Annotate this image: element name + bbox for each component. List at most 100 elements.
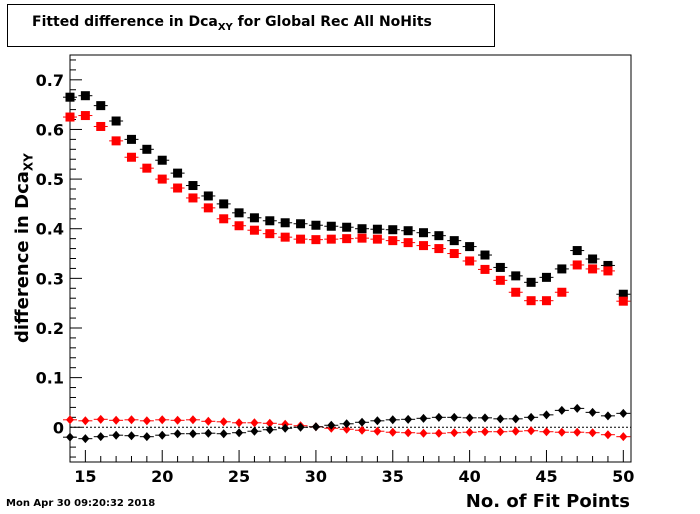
- data-point-diamond: [235, 428, 244, 438]
- data-point-square: [495, 275, 505, 285]
- data-point-square: [618, 296, 628, 306]
- data-point-square: [326, 221, 336, 231]
- data-point-diamond: [373, 416, 382, 426]
- data-point-square: [188, 193, 198, 203]
- data-point-diamond: [127, 415, 136, 425]
- data-point-diamond: [66, 432, 74, 442]
- data-point-diamond: [388, 427, 397, 437]
- data-point-diamond: [588, 407, 597, 417]
- plot-frame: [69, 54, 632, 463]
- data-point-square: [357, 233, 367, 243]
- data-point-square: [219, 214, 229, 224]
- data-point-square: [449, 236, 459, 246]
- data-point-square: [265, 229, 275, 239]
- data-point-square: [434, 231, 444, 241]
- data-point-square: [419, 241, 429, 251]
- data-point-diamond: [557, 427, 566, 437]
- data-point-square: [80, 91, 90, 101]
- data-point-diamond: [358, 417, 367, 427]
- x-tick-label: 40: [458, 467, 480, 486]
- data-point-square: [465, 242, 475, 252]
- data-point-square: [603, 260, 613, 270]
- data-point-square: [480, 250, 490, 260]
- data-point-square: [342, 222, 352, 232]
- data-point-diamond: [603, 411, 612, 421]
- data-point-square: [234, 208, 244, 218]
- data-point-diamond: [573, 427, 582, 437]
- x-tick-label: 20: [151, 467, 173, 486]
- data-point-diamond: [81, 416, 90, 426]
- data-point-square: [80, 111, 90, 121]
- data-point-square: [234, 221, 244, 231]
- data-point-diamond: [158, 415, 167, 425]
- data-point-square: [403, 226, 413, 236]
- data-point-diamond: [496, 427, 505, 437]
- x-tick-label: 35: [382, 467, 404, 486]
- data-point-diamond: [342, 419, 351, 429]
- data-point-diamond: [81, 434, 90, 444]
- data-point-diamond: [465, 413, 474, 423]
- data-point-square: [265, 216, 275, 226]
- data-point-diamond: [112, 430, 121, 440]
- data-point-square: [618, 289, 628, 299]
- data-point-square: [280, 232, 290, 242]
- data-point-square: [65, 92, 75, 102]
- data-point-diamond: [603, 430, 612, 440]
- data-point-square: [388, 225, 398, 235]
- chart-title-prefix: Fitted difference in Dca: [32, 14, 218, 30]
- data-point-diamond: [96, 432, 105, 442]
- data-point-diamond: [450, 412, 459, 422]
- data-point-diamond: [619, 432, 628, 442]
- y-tick-label: 0.2: [36, 319, 64, 338]
- data-point-square: [526, 277, 536, 287]
- x-tick-label: 25: [228, 467, 250, 486]
- data-point-square: [296, 234, 306, 244]
- x-tick-label: 45: [535, 467, 557, 486]
- data-point-diamond: [204, 428, 213, 438]
- data-point-diamond: [173, 415, 182, 425]
- data-point-square: [326, 234, 336, 244]
- y-axis-label-subscript: XY: [21, 153, 36, 172]
- data-point-square: [372, 224, 382, 234]
- data-point-diamond: [250, 426, 259, 436]
- data-point-square: [541, 296, 551, 306]
- data-point-square: [511, 271, 521, 281]
- data-point-diamond: [404, 414, 413, 424]
- data-point-square: [173, 183, 183, 193]
- data-point-square: [219, 199, 229, 209]
- data-point-square: [495, 262, 505, 272]
- y-tick-label: 0.5: [36, 170, 64, 189]
- y-axis-label-text: difference in Dca: [12, 171, 33, 343]
- data-point-diamond: [96, 414, 105, 424]
- data-point-diamond: [142, 416, 151, 426]
- data-point-square: [96, 121, 106, 131]
- data-point-square: [111, 116, 121, 126]
- y-tick-label: 0.4: [36, 220, 64, 239]
- data-point-diamond: [388, 415, 397, 425]
- y-tick-label: 0.7: [36, 71, 64, 90]
- data-point-diamond: [404, 428, 413, 438]
- data-point-diamond: [127, 431, 136, 441]
- data-point-square: [142, 144, 152, 154]
- data-point-square: [126, 134, 136, 144]
- data-point-diamond: [619, 408, 628, 418]
- data-point-diamond: [480, 413, 489, 423]
- data-point-diamond: [496, 414, 505, 424]
- data-point-square: [65, 112, 75, 122]
- data-point-diamond: [419, 413, 428, 423]
- data-point-diamond: [465, 427, 474, 437]
- data-point-square: [449, 249, 459, 259]
- chart-title-box: Fitted difference in DcaXY for Global Re…: [7, 4, 495, 47]
- data-point-square: [157, 174, 167, 184]
- data-point-diamond: [450, 428, 459, 438]
- data-point-square: [541, 272, 551, 282]
- x-tick-label: 30: [305, 467, 327, 486]
- data-point-diamond: [342, 424, 351, 434]
- data-point-diamond: [188, 415, 197, 425]
- data-point-diamond: [219, 417, 228, 427]
- data-point-square: [526, 296, 536, 306]
- data-point-square: [557, 264, 567, 274]
- y-axis-label: difference in DcaXY: [12, 153, 36, 343]
- data-point-diamond: [434, 428, 443, 438]
